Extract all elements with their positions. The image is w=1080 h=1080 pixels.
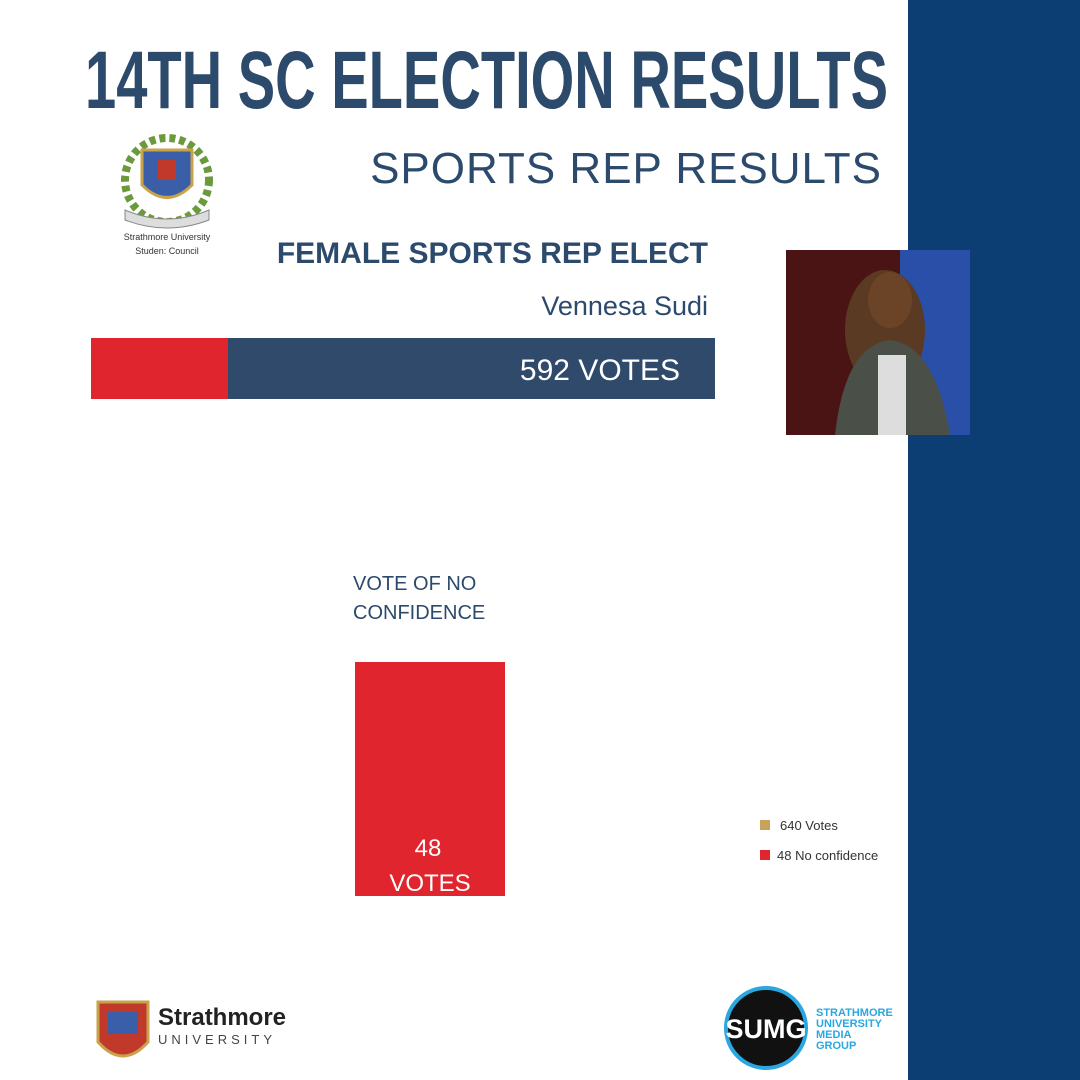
- media-line: GROUP: [816, 1040, 856, 1052]
- council-line2: Studen: Council: [135, 246, 199, 256]
- no-confidence-votes: 48: [415, 835, 442, 862]
- media-badge: SUMG: [726, 1014, 807, 1044]
- role: FEMALE SPORTS REP ELECT: [277, 237, 708, 270]
- no-confidence-label: VOTE OF NO: [353, 573, 476, 595]
- bar-segment-no-confidence: [91, 338, 228, 399]
- side-strip: [908, 0, 1080, 1080]
- legend-swatch: [760, 820, 770, 830]
- winner-name: Vennesa Sudi: [541, 291, 708, 321]
- votes-label: 592 VOTES: [520, 354, 680, 387]
- media-group-logo: SUMG STRATHMORE UNIVERSITY MEDIA GROUP: [724, 986, 893, 1070]
- university-logo: Strathmore UNIVERSITY: [96, 1000, 286, 1058]
- no-confidence-label: CONFIDENCE: [353, 602, 485, 624]
- no-confidence-votes: VOTES: [389, 870, 470, 897]
- university-name: Strathmore: [158, 1004, 286, 1031]
- bar-segment-votes: [228, 338, 715, 399]
- candidate-photo: [786, 250, 970, 435]
- media-line: MEDIA: [816, 1029, 852, 1041]
- legend-entry: 48 No confidence: [777, 848, 878, 863]
- media-line: UNIVERSITY: [816, 1018, 883, 1030]
- legend-entry: 640 Votes: [780, 818, 838, 833]
- legend-swatch: [760, 850, 770, 860]
- council-logo: Strathmore University Studen: Council: [121, 134, 213, 256]
- council-line1: Strathmore University: [124, 232, 211, 242]
- university-sub: UNIVERSITY: [158, 1032, 276, 1047]
- title: 14TH SC ELECTION RESULTS: [85, 35, 888, 126]
- media-line: STRATHMORE: [816, 1007, 893, 1019]
- no-confidence-bar: [355, 662, 505, 896]
- subtitle: SPORTS REP RESULTS: [370, 144, 882, 193]
